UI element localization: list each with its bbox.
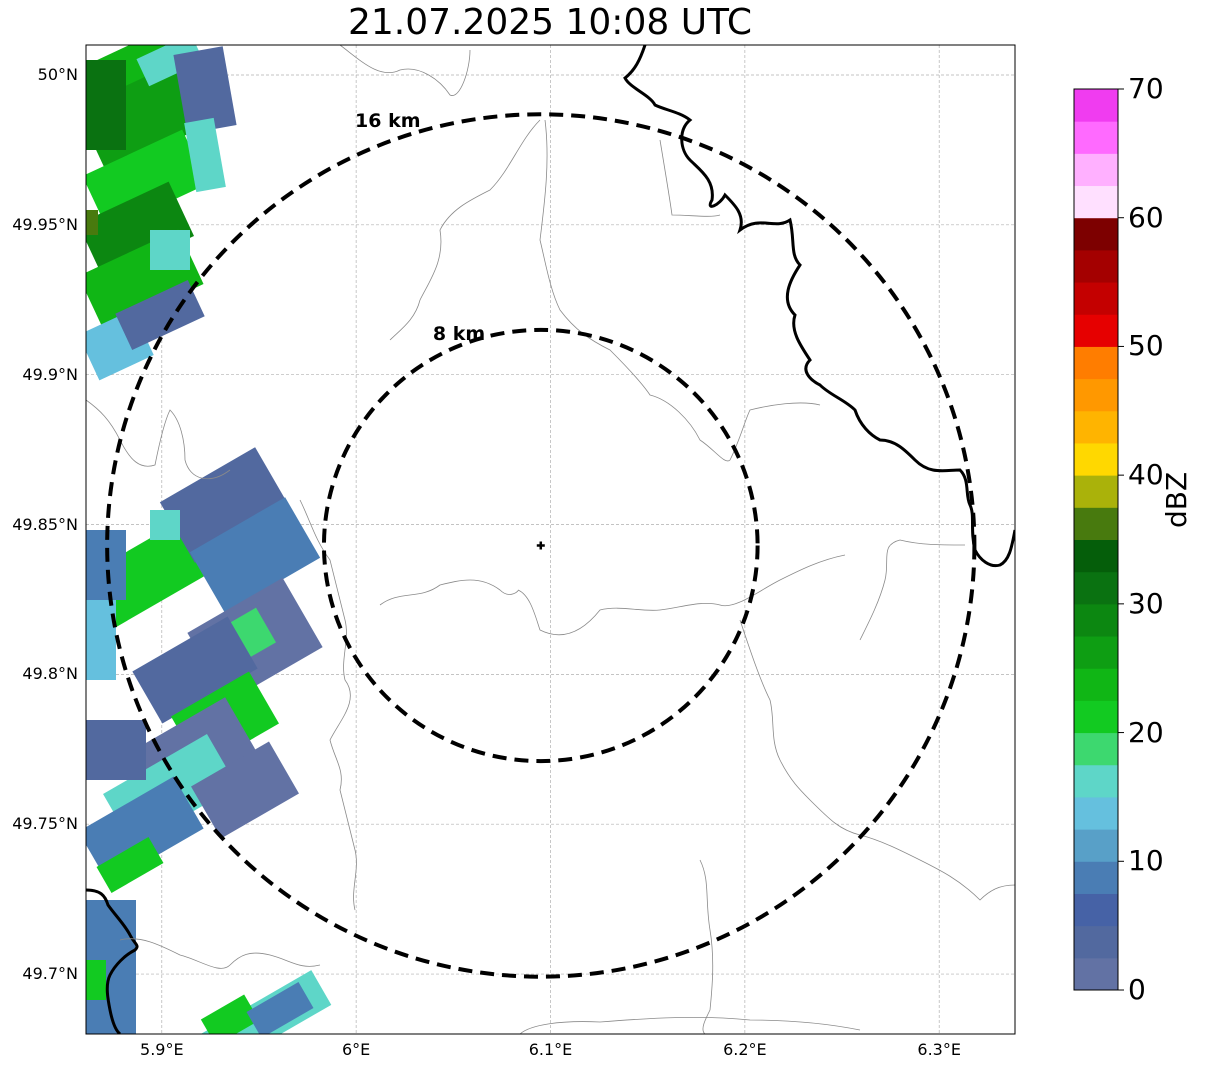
colorbar-segment [1074, 249, 1118, 283]
country-border-southwest [86, 888, 139, 1034]
colorbar-segment [1074, 185, 1118, 219]
colorbar-segment [1074, 925, 1118, 959]
colorbar-segment [1074, 700, 1118, 734]
colorbar-segment [1074, 153, 1118, 187]
colorbar-segment [1074, 796, 1118, 830]
echo-cluster-west [86, 447, 323, 1034]
colorbar-segment [1074, 507, 1118, 540]
colorbar-tick-label: 50 [1128, 329, 1164, 363]
range-ring-8km [321, 327, 760, 764]
colorbar-tick-label: 70 [1128, 72, 1164, 105]
radar-echoes [86, 45, 332, 1034]
colorbar-title: dBZ [1160, 471, 1193, 528]
range-ring-16km [105, 112, 977, 979]
colorbar-segment [1074, 861, 1118, 894]
colorbar-tick-label: 0 [1128, 973, 1146, 1006]
lon-tick-label: 6.3°E [917, 1040, 961, 1059]
colorbar-segment [1074, 764, 1118, 798]
lon-tick-label: 5.9°E [140, 1040, 184, 1059]
colorbar-segment [1074, 89, 1118, 122]
lat-tick-label: 49.8°N [22, 664, 78, 684]
colorbar-segment [1074, 668, 1118, 701]
lat-tick-label: 49.9°N [22, 364, 78, 384]
colorbar-segment [1074, 410, 1118, 444]
colorbar-segment [1074, 346, 1118, 380]
map-title: 21.07.2025 10:08 UTC [347, 2, 753, 43]
colorbar-tick-label: 30 [1128, 586, 1164, 620]
echo-cluster-northwest [86, 45, 237, 381]
colorbar-segment [1074, 539, 1118, 573]
colorbar-segment [1074, 893, 1118, 927]
range-ring-label: 16 km [355, 110, 421, 133]
colorbar-segment [1074, 829, 1118, 862]
lat-tick-label: 50°N [37, 64, 78, 84]
colorbar-segment [1074, 378, 1118, 412]
colorbar-segment [1074, 636, 1118, 669]
country-border-east [623, 45, 1015, 568]
colorbar-tick-label: 40 [1128, 458, 1164, 492]
colorbar-segment [1074, 475, 1118, 508]
map-frame [85, 44, 1016, 1035]
range-rings [105, 112, 977, 979]
colorbar-segment [1074, 442, 1118, 476]
colorbar-tick-label: 20 [1128, 715, 1164, 749]
colorbar-segment [1074, 217, 1118, 251]
colorbar-segment [1074, 314, 1118, 347]
colorbar-tick-label: 60 [1128, 200, 1164, 234]
lat-tick-label: 49.7°N [22, 964, 78, 984]
colorbar-segment [1074, 732, 1118, 766]
radar-center-marker [536, 541, 545, 550]
colorbar-tick-label: 10 [1128, 844, 1164, 878]
colorbar-frame [1073, 88, 1119, 991]
range-ring-label: 8 km [432, 322, 486, 345]
lat-tick-label: 49.85°N [12, 514, 78, 534]
colorbar-segment [1074, 282, 1118, 315]
dbz-colorbar [1073, 88, 1124, 991]
colorbar-segment [1074, 121, 1118, 154]
lon-tick-label: 6.2°E [723, 1040, 767, 1059]
lat-tick-label: 49.75°N [12, 814, 78, 834]
lon-tick-label: 6°E [341, 1040, 371, 1059]
echo-cluster-south [198, 970, 332, 1034]
boundaries [86, 45, 1015, 1034]
colorbar-segment [1074, 571, 1118, 605]
lon-tick-label: 6.1°E [528, 1040, 573, 1059]
colorbar-segment [1074, 957, 1118, 991]
lat-tick-label: 49.95°N [12, 214, 78, 234]
colorbar-segment [1074, 603, 1118, 637]
